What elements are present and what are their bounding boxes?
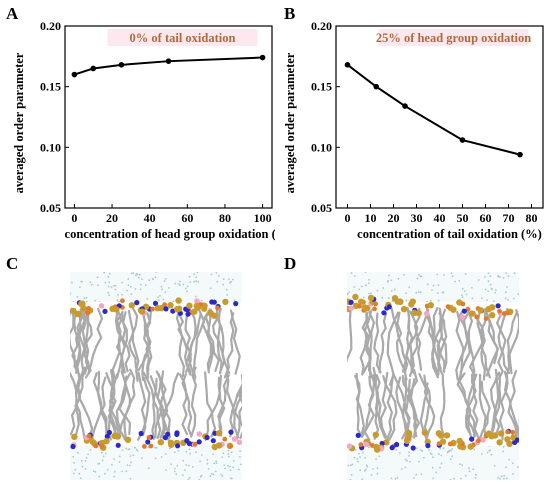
x-axis-label: concentration of tail oxidation (%) xyxy=(357,227,542,241)
y-tick-label: 0.20 xyxy=(311,19,332,33)
head-groups xyxy=(70,297,239,319)
head-groups xyxy=(70,429,242,451)
x-tick-label: 0 xyxy=(71,211,77,225)
x-tick-label: 100 xyxy=(254,211,272,225)
x-tick-label: 80 xyxy=(526,211,538,225)
panel-label-c: C xyxy=(6,254,19,273)
chart-title: 25% of head group oxidation xyxy=(376,31,531,45)
data-point xyxy=(118,62,125,68)
data-point xyxy=(517,151,523,158)
plot-frame xyxy=(335,25,544,209)
data-point xyxy=(344,62,351,68)
x-tick-label: 20 xyxy=(106,211,118,225)
data-point xyxy=(71,71,78,78)
panel-label-d: D xyxy=(284,254,297,273)
y-tick-label: 0.10 xyxy=(311,140,332,154)
panel-label-a: A xyxy=(6,4,19,23)
chart-a: 0% of tail oxidation 0.05 0.10 0.15 0.20 0 20 4… xyxy=(12,19,275,241)
y-tick-label: 0.05 xyxy=(311,201,332,215)
x-tick-label: 50 xyxy=(457,211,469,225)
y-axis-label: averaged order parameter xyxy=(283,52,297,193)
x-tick-label: 10 xyxy=(365,211,377,225)
head-groups xyxy=(347,293,514,321)
y-tick-label: 0.15 xyxy=(40,80,61,94)
y-tick-label: 0.05 xyxy=(40,201,61,215)
chart-title: 0% of tail oxidation xyxy=(130,31,236,45)
x-tick-label: 40 xyxy=(434,211,446,225)
y-tick-label: 0.15 xyxy=(311,80,332,94)
x-tick-label: 0 xyxy=(345,211,351,225)
y-axis-label: averaged order parameter xyxy=(12,52,26,193)
x-tick-label: 20 xyxy=(388,211,400,225)
x-tick-label: 60 xyxy=(480,211,492,225)
x-tick-label: 60 xyxy=(181,211,193,225)
data-point xyxy=(90,65,97,72)
lipid-tails xyxy=(70,306,242,441)
x-tick-label: 40 xyxy=(144,211,156,225)
x-tick-label: 70 xyxy=(503,211,515,225)
membrane-snapshot-c xyxy=(70,272,242,480)
x-tick-label: 80 xyxy=(219,211,231,225)
series-line xyxy=(346,64,521,156)
y-tick-label: 0.20 xyxy=(40,19,61,33)
x-tick-label: 30 xyxy=(411,211,423,225)
data-point xyxy=(165,58,172,64)
lipid-tails xyxy=(347,306,519,441)
membrane-snapshot-d xyxy=(347,272,519,480)
data-point xyxy=(373,83,380,90)
x-axis-label: concentration of head group oxidation (%… xyxy=(65,227,275,241)
data-point xyxy=(402,103,408,109)
plot-frame xyxy=(64,25,273,209)
title-background xyxy=(107,29,258,46)
title-background xyxy=(378,29,529,46)
chart-b: 25% of head group oxidation 0.05 0.10 0.15 0… xyxy=(283,19,544,241)
data-point xyxy=(259,54,266,61)
panel-label-b: B xyxy=(284,4,296,23)
head-groups xyxy=(347,428,519,453)
y-tick-label: 0.10 xyxy=(40,140,61,154)
data-point xyxy=(459,137,466,143)
